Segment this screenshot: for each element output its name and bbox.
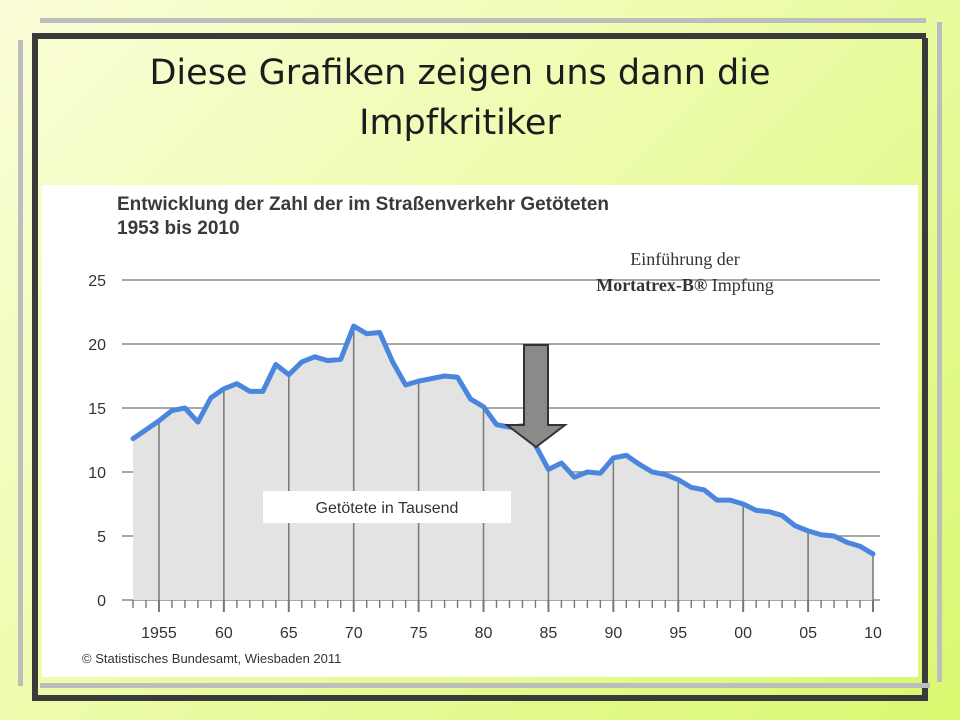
- x-tick-label-60: 60: [215, 625, 233, 642]
- frame-bar-left-dark: [32, 33, 38, 701]
- x-axis-tick-labels: 1955 60 65 70 75 80 85 90 95 00 05 10: [141, 625, 882, 642]
- series-label: Getötete in Tausend: [316, 500, 459, 517]
- y-axis-ticks: 0 5 10 15 20 25: [88, 273, 106, 610]
- x-tick-label-85: 85: [540, 625, 558, 642]
- chart-source: © Statistisches Bundesamt, Wiesbaden 201…: [82, 651, 341, 666]
- y-tick-label-20: 20: [88, 337, 106, 354]
- series-line-fatalities: [130, 323, 876, 557]
- frame-bar-bottom-light: [40, 683, 930, 688]
- slide-title: Diese Grafiken zeigen uns dann die Impfk…: [40, 48, 880, 148]
- chart-title-line-2: 1953 bis 2010: [117, 218, 240, 239]
- frame-bar-right-light: [937, 22, 942, 682]
- x-tick-label-75: 75: [410, 625, 428, 642]
- chart-panel: 0 5 10 15 20 25 1955 60 65 70 75 80 85 90 95 00 05 10 En…: [42, 185, 918, 677]
- frame-bar-right-dark: [922, 38, 928, 701]
- x-tick-label-80: 80: [475, 625, 493, 642]
- slide-title-line-2: Impfkritiker: [359, 103, 561, 143]
- x-tick-label-10: 10: [864, 625, 882, 642]
- y-tick-label-10: 10: [88, 465, 106, 482]
- x-tick-label-70: 70: [345, 625, 363, 642]
- frame-bar-left-light: [18, 40, 23, 686]
- x-tick-label-65: 65: [280, 625, 298, 642]
- chart-title-line-1: Entwicklung der Zahl der im Straßenverke…: [117, 194, 609, 215]
- frame-bar-bottom-dark: [32, 695, 928, 701]
- y-tick-label-15: 15: [88, 401, 106, 418]
- area-fill: [133, 326, 873, 600]
- x-tick-label-1955: 1955: [141, 625, 177, 642]
- frame-bar-top-light: [40, 18, 926, 23]
- annotation-product: Mortatrex-B®: [596, 275, 708, 295]
- annotation-line-1: Einführung der: [630, 249, 740, 269]
- y-tick-label-5: 5: [97, 529, 106, 546]
- y-tick-label-0: 0: [97, 593, 106, 610]
- x-axis: [132, 600, 874, 612]
- x-tick-label-05: 05: [799, 625, 817, 642]
- decade-lines: [158, 326, 874, 600]
- x-tick-label-90: 90: [604, 625, 622, 642]
- x-tick-label-00: 00: [734, 625, 752, 642]
- x-tick-label-95: 95: [669, 625, 687, 642]
- y-tick-label-25: 25: [88, 273, 106, 290]
- down-arrow-icon: [504, 344, 568, 449]
- frame-bar-top-dark: [32, 33, 926, 39]
- slide-title-line-1: Diese Grafiken zeigen uns dann die: [149, 53, 771, 93]
- vaccination-annotation: Einführung der Mortatrex-B® Impfung: [540, 246, 830, 298]
- annotation-line-2: Mortatrex-B® Impfung: [540, 272, 830, 298]
- series-label-box: [263, 491, 511, 523]
- annotation-suffix: Impfung: [707, 275, 774, 295]
